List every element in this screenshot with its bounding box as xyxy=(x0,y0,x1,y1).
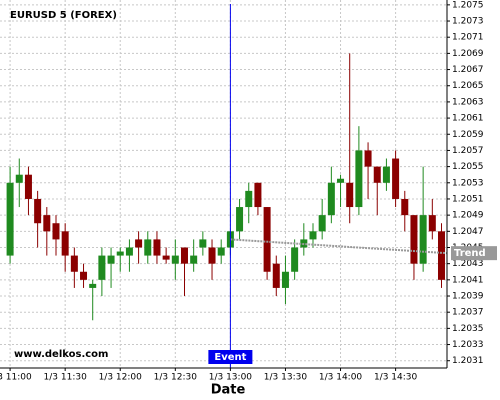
candle-body xyxy=(373,166,381,183)
y-tick-label: 1.2053 xyxy=(452,178,484,188)
x-tick-label: 1/3 12:30 xyxy=(154,373,198,383)
y-tick-label: 1.2069 xyxy=(452,49,484,59)
x-axis-title: Date xyxy=(211,383,246,398)
trend-label-box xyxy=(451,246,497,261)
y-tick-label: 1.2055 xyxy=(452,162,484,172)
y-tick-label: 1.2061 xyxy=(452,114,484,124)
y-tick-label: 1.2035 xyxy=(452,324,484,334)
candle-body xyxy=(70,255,78,272)
trend-label: Trend xyxy=(454,248,486,259)
y-tick-label: 1.2047 xyxy=(452,227,484,237)
candle-body xyxy=(144,239,152,256)
candle-body xyxy=(327,182,335,216)
candle-body xyxy=(392,158,400,199)
candle-body xyxy=(125,247,133,256)
candle-body xyxy=(208,247,216,264)
x-tick-label: 1/3 14:00 xyxy=(319,373,363,383)
y-tick-label: 1.2037 xyxy=(452,308,484,318)
y-tick-label: 1.2041 xyxy=(452,275,484,285)
candle-body xyxy=(153,239,161,256)
y-tick-label: 1.2065 xyxy=(452,81,484,91)
x-tick-label: 1/3 11:00 xyxy=(0,373,32,383)
x-tick-label: 1/3 11:30 xyxy=(44,373,88,383)
watermark: www.delkos.com xyxy=(14,349,108,360)
candle-body xyxy=(43,215,51,232)
candle-body xyxy=(382,166,390,183)
y-tick-label: 1.2051 xyxy=(452,194,484,204)
y-tick-label: 1.2031 xyxy=(452,356,484,366)
trend-line xyxy=(230,238,448,255)
candle-body xyxy=(6,182,14,256)
candle-body xyxy=(245,190,253,208)
candle-body xyxy=(52,223,60,240)
plot-layer xyxy=(0,0,448,368)
candle-body xyxy=(364,150,372,167)
y-tick-label: 1.2059 xyxy=(452,130,484,140)
candle-body xyxy=(318,215,326,232)
chart-title: EURUSD 5 (FOREX) xyxy=(10,10,117,21)
candle-body xyxy=(61,231,69,256)
candle-body xyxy=(419,215,427,264)
candle-body xyxy=(263,207,271,272)
candle-body xyxy=(135,239,143,248)
candle-body xyxy=(401,198,409,216)
y-tick-label: 1.2039 xyxy=(452,292,484,302)
candle-body xyxy=(437,231,445,280)
candle-body xyxy=(180,247,188,264)
candle-body xyxy=(89,283,97,288)
y-tick-label: 1.2067 xyxy=(452,65,484,75)
candle-body xyxy=(190,255,198,264)
x-tick-label: 1/3 13:00 xyxy=(209,373,253,383)
candle-body xyxy=(281,271,289,288)
candle-body xyxy=(15,174,23,183)
y-tick-label: 1.2049 xyxy=(452,211,484,221)
candle-body xyxy=(291,247,299,272)
candle-body xyxy=(34,198,42,224)
y-tick-label: 1.2071 xyxy=(452,33,484,43)
candle-body xyxy=(116,251,124,256)
candle-body xyxy=(355,150,363,208)
plot-area xyxy=(0,0,447,368)
y-tick-label: 1.2057 xyxy=(452,146,484,156)
candle-body xyxy=(337,178,345,183)
candle-body xyxy=(24,174,32,199)
candle-body xyxy=(107,255,115,264)
x-tick-label: 1/3 14:30 xyxy=(374,373,418,383)
event-label: Event xyxy=(214,352,246,363)
candle-body xyxy=(162,255,170,260)
event-label-box xyxy=(208,350,253,364)
x-tick-label: 1/3 13:30 xyxy=(264,373,308,383)
candle-body xyxy=(171,255,179,264)
candle-body xyxy=(199,239,207,248)
candle-body xyxy=(236,207,244,232)
candle-body xyxy=(428,215,436,232)
x-tick-label: 1/3 12:00 xyxy=(99,373,143,383)
y-tick-label: 1.2033 xyxy=(452,340,484,350)
candle-body xyxy=(346,182,354,208)
candle-body xyxy=(410,215,418,264)
y-tick-label: 1.2075 xyxy=(452,0,484,10)
candle-body xyxy=(98,255,106,280)
candle-body xyxy=(80,271,88,280)
candle-body xyxy=(217,247,225,256)
candle-body xyxy=(309,231,317,240)
candle-body xyxy=(272,263,280,288)
y-tick-label: 1.2073 xyxy=(452,17,484,27)
candle-body xyxy=(254,182,262,208)
y-tick-label: 1.2043 xyxy=(452,259,484,269)
y-tick-label: 1.2063 xyxy=(452,97,484,107)
